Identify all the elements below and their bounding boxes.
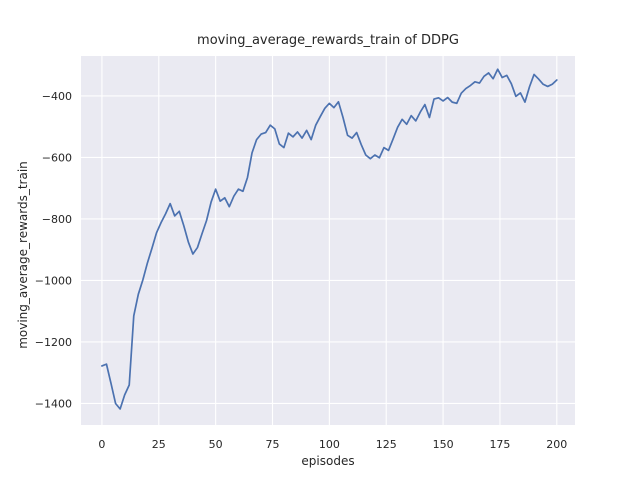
y-tick-label: −400 [42,90,72,103]
x-axis-label: episodes [301,454,355,468]
x-tick-label: 25 [152,438,166,451]
x-tick-label: 175 [489,438,510,451]
y-tick-label: −1000 [35,274,72,287]
x-tick-label: 125 [376,438,397,451]
x-tick-label: 0 [98,438,105,451]
y-axis-label: moving_average_rewards_train [16,161,30,349]
series-line-moving_average_rewards_train [101,68,558,410]
x-tick-label: 50 [209,438,223,451]
chart-title: moving_average_rewards_train of DDPG [197,33,459,48]
x-tick-label: 75 [266,438,280,451]
y-tick-label: −1200 [35,336,72,349]
y-tick-label: −600 [42,151,72,164]
axes-background [81,56,575,425]
x-tick-label: 100 [319,438,340,451]
x-tick-label: 150 [433,438,454,451]
y-tick-label: −800 [42,213,72,226]
x-tick-label: 200 [546,438,567,451]
y-tick-label: −1400 [35,397,72,410]
